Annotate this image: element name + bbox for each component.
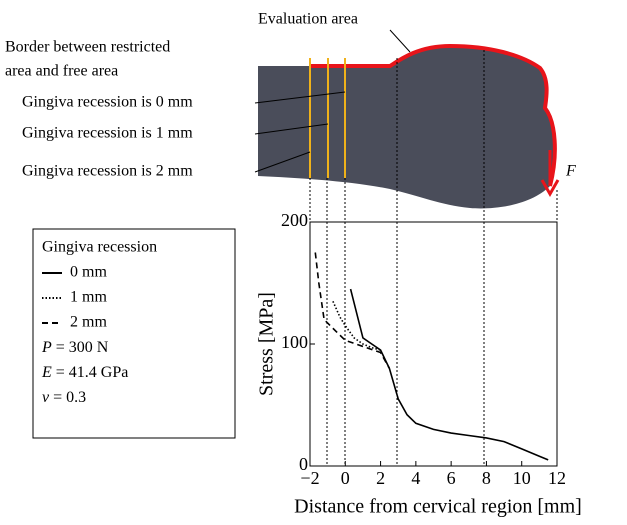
legend-label: 1 mm: [70, 289, 107, 306]
legend-title: Gingiva recession: [42, 239, 157, 256]
x-tick-label: 0: [341, 468, 350, 488]
legend-note: E = 41.4 GPa: [41, 364, 128, 381]
note-text: = 300 N: [52, 339, 109, 356]
symbol: E: [41, 364, 52, 381]
y-axis-label: Stress [MPa]: [256, 292, 278, 396]
x-axis-label: Distance from cervical region [mm]: [294, 496, 582, 518]
legend-note: ν = 0.3: [42, 389, 86, 406]
x-tick-label: 6: [447, 468, 456, 488]
border-lines: [309, 58, 346, 178]
y-tick-label: 200: [281, 210, 308, 230]
note-text: = 0.3: [49, 389, 86, 406]
annotation: Gingiva recession is 2 mm: [22, 163, 193, 180]
x-tick-label: −2: [300, 468, 319, 488]
x-tick-label: 4: [411, 468, 420, 488]
x-tick-label: 12: [548, 468, 566, 488]
x-tick-label: 8: [482, 468, 491, 488]
legend-label: 2 mm: [70, 314, 107, 331]
legend-label: 0 mm: [70, 264, 107, 281]
symbol: ν: [42, 389, 50, 406]
symbol: P: [41, 339, 52, 356]
annotation: Gingiva recession is 0 mm: [22, 94, 193, 111]
legend-box: [32, 228, 236, 439]
line-series: [314, 252, 391, 369]
line-series: [349, 288, 549, 461]
legend-note: P = 300 N: [41, 339, 109, 356]
x-tick-label: 10: [513, 468, 531, 488]
annotation: Gingiva recession is 1 mm: [22, 125, 193, 142]
annotation: area and free area: [5, 63, 118, 80]
leader-lines: [254, 29, 411, 173]
x-tick-label: 2: [376, 468, 385, 488]
force-label: F: [565, 163, 576, 180]
line-series: [332, 300, 381, 351]
annotation: Evaluation area: [258, 11, 358, 28]
note-text: = 41.4 GPa: [52, 364, 129, 381]
evaluation-outline: [310, 43, 557, 187]
tooth: [258, 46, 555, 209]
annotation: Border between restricted: [5, 39, 170, 56]
force-arrowhead: [540, 179, 560, 198]
y-tick-label: 100: [281, 332, 308, 352]
y-tick-label: 0: [299, 454, 308, 474]
